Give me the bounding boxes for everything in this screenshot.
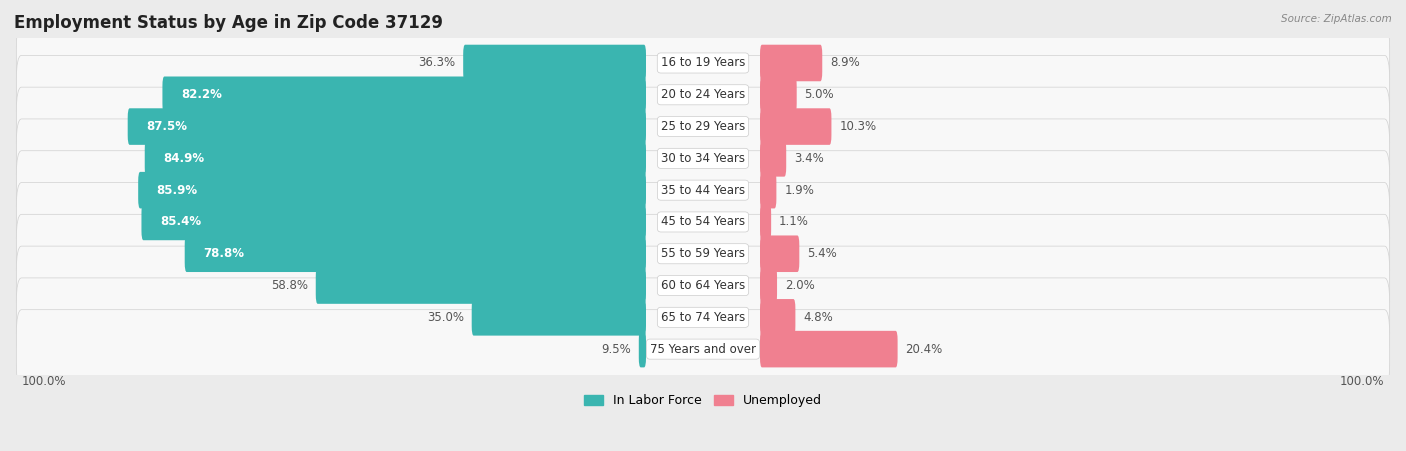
Text: 84.9%: 84.9%	[163, 152, 204, 165]
Text: 87.5%: 87.5%	[146, 120, 187, 133]
Legend: In Labor Force, Unemployed: In Labor Force, Unemployed	[579, 389, 827, 412]
Text: 60 to 64 Years: 60 to 64 Years	[661, 279, 745, 292]
FancyBboxPatch shape	[761, 204, 770, 240]
FancyBboxPatch shape	[128, 108, 645, 145]
Text: 1.1%: 1.1%	[779, 216, 808, 229]
Text: 2.0%: 2.0%	[785, 279, 814, 292]
Text: 20 to 24 Years: 20 to 24 Years	[661, 88, 745, 101]
FancyBboxPatch shape	[17, 183, 1389, 262]
Text: 30 to 34 Years: 30 to 34 Years	[661, 152, 745, 165]
Text: 3.4%: 3.4%	[794, 152, 824, 165]
FancyBboxPatch shape	[17, 310, 1389, 389]
FancyBboxPatch shape	[316, 267, 645, 304]
Text: 35 to 44 Years: 35 to 44 Years	[661, 184, 745, 197]
FancyBboxPatch shape	[17, 87, 1389, 166]
FancyBboxPatch shape	[138, 172, 645, 208]
FancyBboxPatch shape	[17, 151, 1389, 230]
FancyBboxPatch shape	[17, 55, 1389, 134]
FancyBboxPatch shape	[17, 23, 1389, 102]
Text: 100.0%: 100.0%	[21, 375, 66, 388]
FancyBboxPatch shape	[471, 299, 645, 336]
FancyBboxPatch shape	[761, 331, 897, 368]
Text: 75 Years and over: 75 Years and over	[650, 343, 756, 356]
Text: Source: ZipAtlas.com: Source: ZipAtlas.com	[1281, 14, 1392, 23]
Text: 55 to 59 Years: 55 to 59 Years	[661, 247, 745, 260]
Text: 5.4%: 5.4%	[807, 247, 837, 260]
Text: 4.8%: 4.8%	[803, 311, 832, 324]
FancyBboxPatch shape	[145, 140, 645, 177]
FancyBboxPatch shape	[761, 140, 786, 177]
Text: 1.9%: 1.9%	[785, 184, 814, 197]
Text: 35.0%: 35.0%	[427, 311, 464, 324]
Text: 45 to 54 Years: 45 to 54 Years	[661, 216, 745, 229]
Text: Employment Status by Age in Zip Code 37129: Employment Status by Age in Zip Code 371…	[14, 14, 443, 32]
FancyBboxPatch shape	[142, 204, 645, 240]
FancyBboxPatch shape	[17, 214, 1389, 293]
FancyBboxPatch shape	[761, 108, 831, 145]
Text: 85.4%: 85.4%	[160, 216, 201, 229]
Text: 5.0%: 5.0%	[804, 88, 834, 101]
Text: 36.3%: 36.3%	[418, 56, 456, 69]
Text: 100.0%: 100.0%	[1340, 375, 1385, 388]
Text: 65 to 74 Years: 65 to 74 Years	[661, 311, 745, 324]
FancyBboxPatch shape	[761, 172, 776, 208]
Text: 8.9%: 8.9%	[830, 56, 860, 69]
FancyBboxPatch shape	[17, 278, 1389, 357]
FancyBboxPatch shape	[163, 77, 645, 113]
FancyBboxPatch shape	[17, 246, 1389, 325]
FancyBboxPatch shape	[761, 267, 778, 304]
FancyBboxPatch shape	[638, 331, 645, 368]
FancyBboxPatch shape	[761, 45, 823, 81]
FancyBboxPatch shape	[184, 235, 645, 272]
Text: 20.4%: 20.4%	[905, 343, 942, 356]
Text: 9.5%: 9.5%	[602, 343, 631, 356]
Text: 16 to 19 Years: 16 to 19 Years	[661, 56, 745, 69]
FancyBboxPatch shape	[17, 119, 1389, 198]
Text: 82.2%: 82.2%	[181, 88, 222, 101]
FancyBboxPatch shape	[761, 235, 800, 272]
Text: 78.8%: 78.8%	[202, 247, 245, 260]
Text: 85.9%: 85.9%	[156, 184, 198, 197]
Text: 25 to 29 Years: 25 to 29 Years	[661, 120, 745, 133]
FancyBboxPatch shape	[761, 77, 797, 113]
Text: 58.8%: 58.8%	[271, 279, 308, 292]
FancyBboxPatch shape	[463, 45, 645, 81]
FancyBboxPatch shape	[761, 299, 796, 336]
Text: 10.3%: 10.3%	[839, 120, 876, 133]
